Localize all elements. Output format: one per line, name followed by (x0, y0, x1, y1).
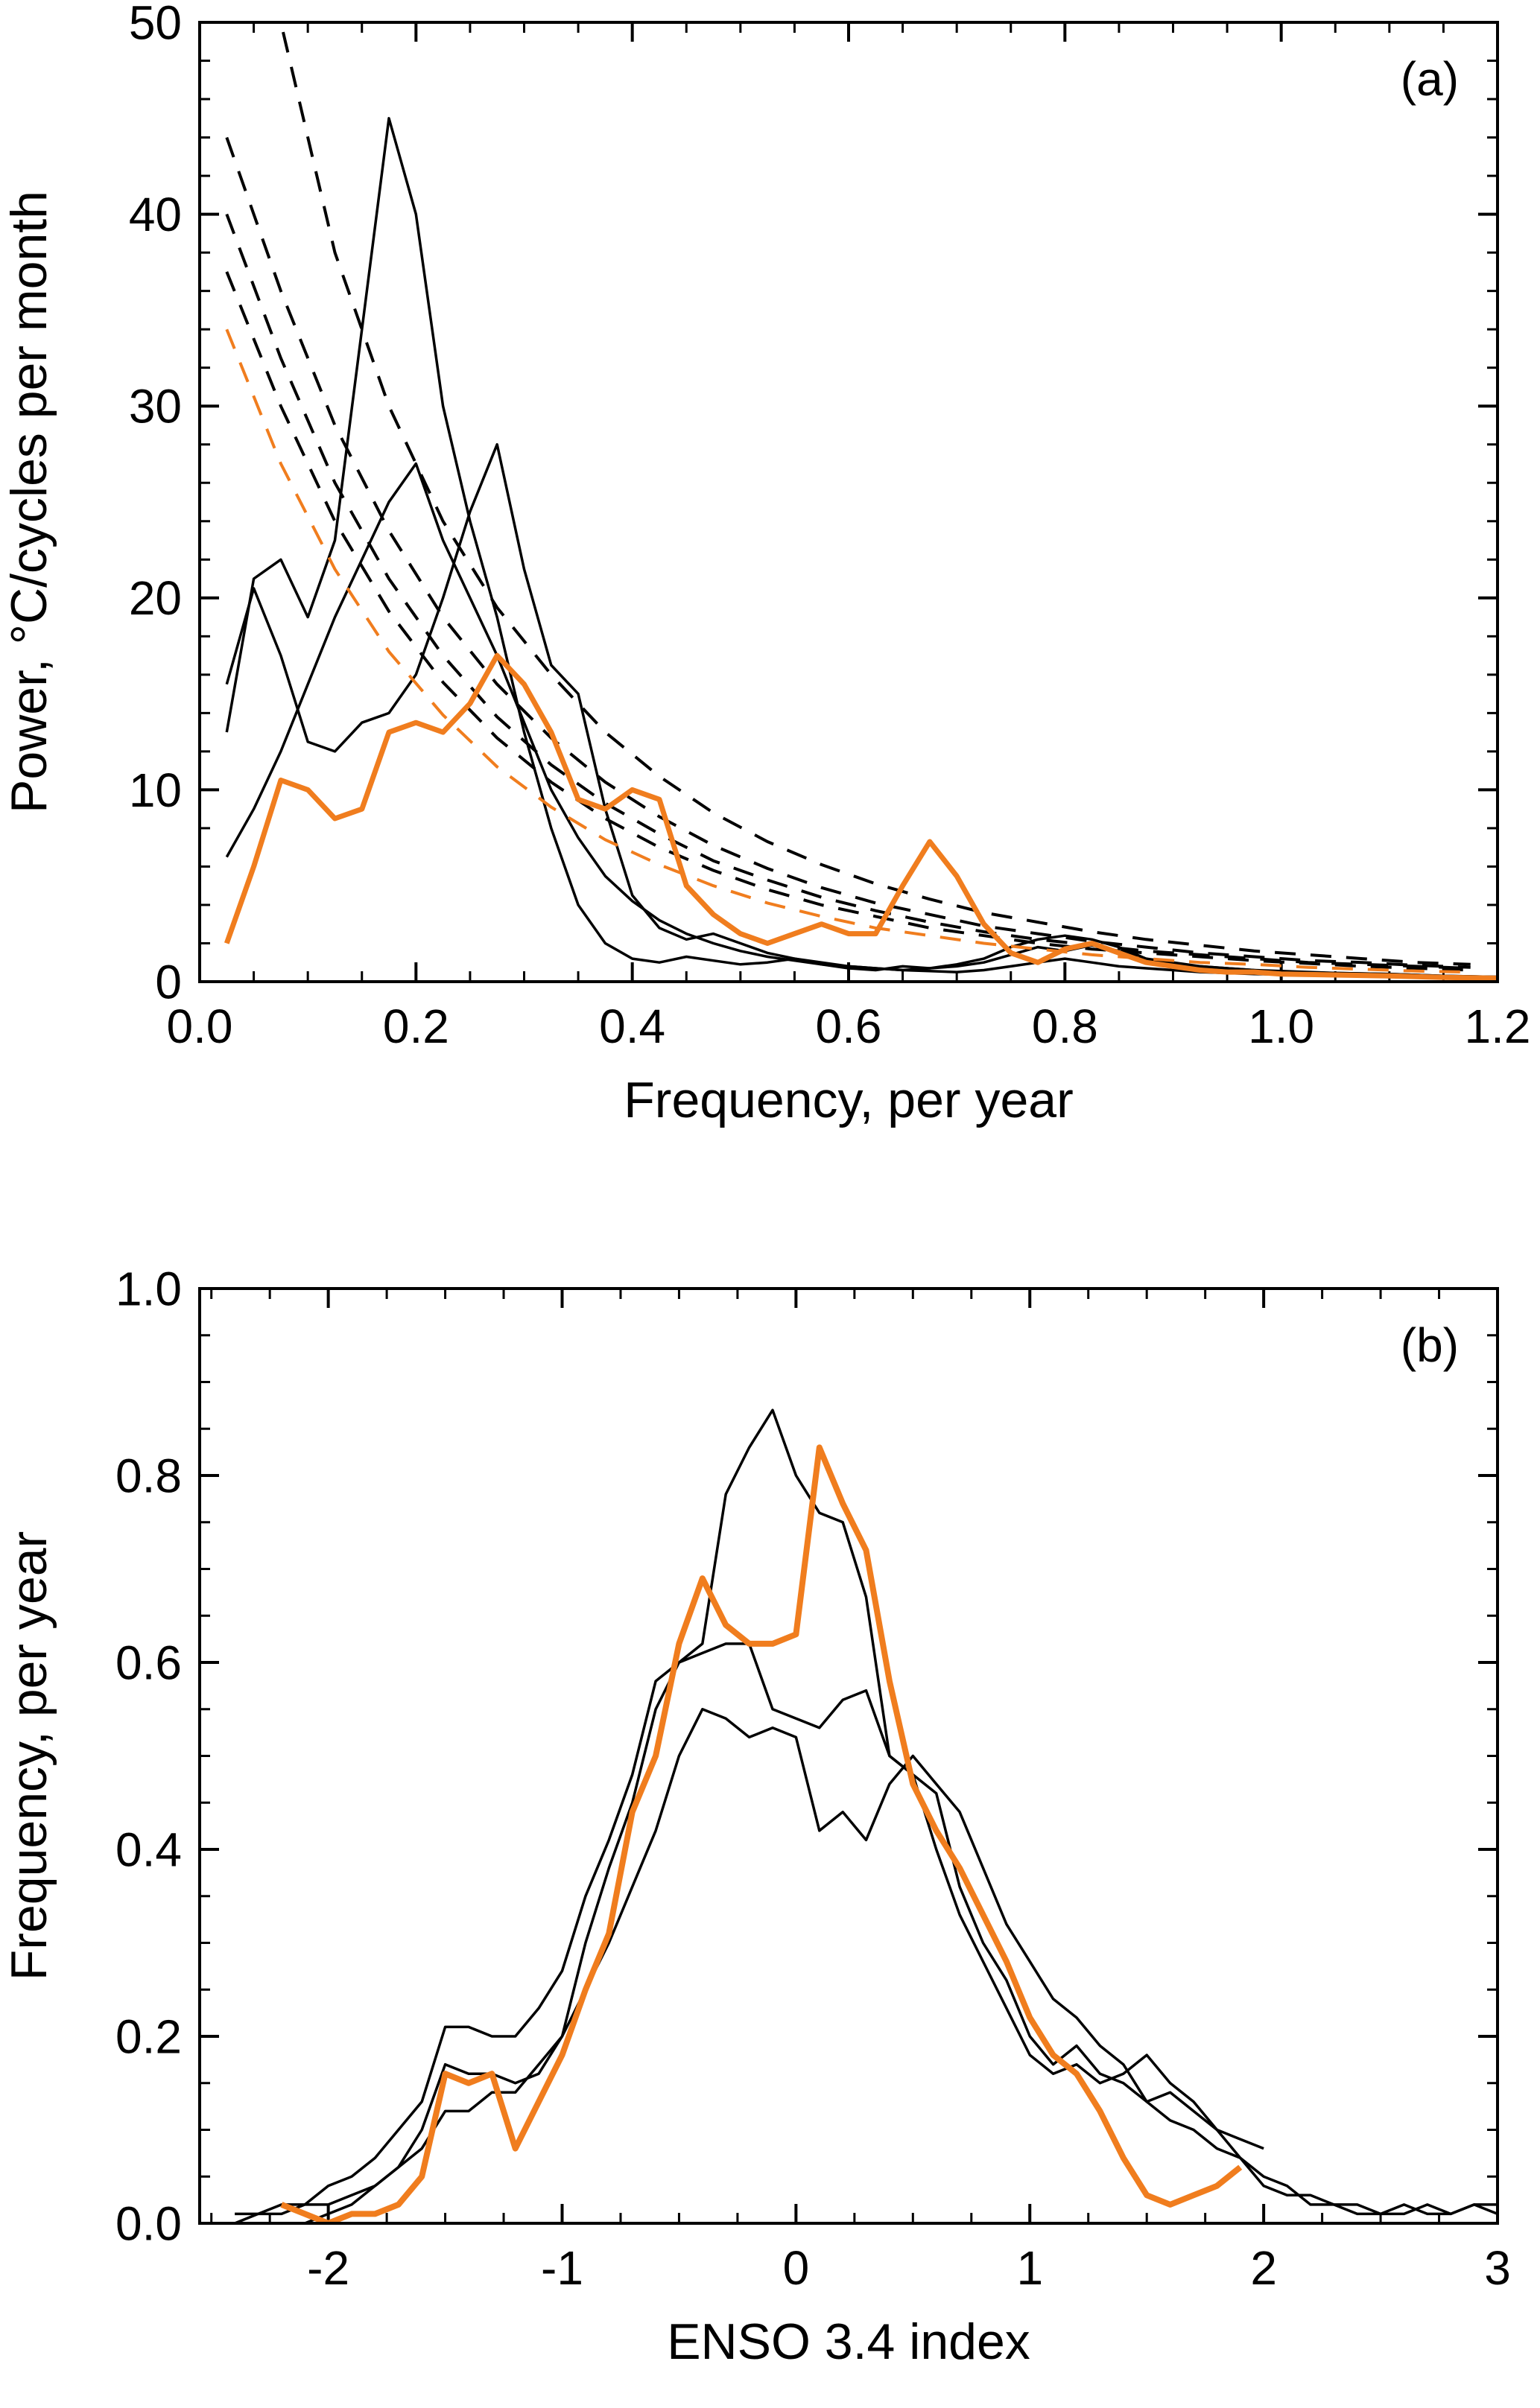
y-axis-label: Frequency, per year (1, 1531, 57, 1980)
x-tick-label: 1.0 (1248, 1000, 1314, 1053)
x-tick-label: 0.2 (383, 1000, 449, 1053)
y-tick-label: 0.2 (115, 2010, 182, 2063)
panel-label: (b) (1401, 1318, 1459, 1372)
y-tick-label: 30 (129, 380, 182, 433)
x-tick-label: 1 (1016, 2241, 1043, 2295)
series-black-pdf-1 (304, 1408, 1264, 2223)
series-orange-solid-spectrum (224, 652, 1498, 981)
series-black-pdf-2 (235, 1642, 1498, 2216)
axes-frame (198, 1287, 1499, 2225)
y-tick-label: 0.0 (115, 2196, 182, 2250)
series-black-pdf-3 (234, 1708, 1498, 2223)
series-orange-dashed-rednoise (225, 328, 1471, 974)
axes-frame (198, 21, 1499, 983)
panel-label: (a) (1401, 52, 1459, 106)
y-tick-label: 40 (129, 188, 182, 241)
y-axis-label: Power, °C/cycles per month (1, 191, 57, 813)
y-tick-label: 0.8 (115, 1449, 182, 1502)
panel-a: 0.0 0.2 0.4 0.6 0.8 1.0 1.2 0 10 20 30 40 50 Frequenc… (1, 0, 1530, 1128)
x-tick-label: 0 (783, 2241, 810, 2295)
series-black-dashed-rednoise-3 (225, 213, 1471, 970)
x-tick-label: 2 (1250, 2241, 1277, 2295)
x-tick-label: 0.6 (816, 1000, 882, 1053)
x-tick-label: -1 (541, 2241, 583, 2295)
y-tick-label: 20 (129, 571, 182, 625)
x-tick-label: 1.2 (1465, 1000, 1531, 1053)
y-tick-label: 0.6 (115, 1636, 182, 1689)
x-tick-label: -2 (307, 2241, 349, 2295)
x-tick-label: 0.8 (1032, 1000, 1098, 1053)
y-tick-label: 0.4 (115, 1823, 182, 1876)
y-tick-label: 50 (129, 0, 182, 49)
y-tick-label: 1.0 (115, 1262, 182, 1315)
series-group (224, 22, 1498, 981)
x-axis-label: ENSO 3.4 index (667, 2313, 1030, 2370)
axis-ticks (200, 1287, 1499, 2225)
x-tick-label: 3 (1484, 2241, 1511, 2295)
axis-ticks (198, 21, 1499, 983)
axis-minor-ticks (200, 1289, 1498, 2223)
axis-minor-ticks (200, 22, 1498, 982)
x-tick-label: 0.4 (599, 1000, 665, 1053)
series-black-dashed-rednoise-2 (225, 136, 1471, 969)
panel-b: -2 -1 0 1 2 3 0.0 0.2 0.4 0.6 0.8 1.0 ENSO 3.4 index… (1, 1262, 1511, 2370)
series-orange-pdf (280, 1444, 1243, 2223)
y-tick-label: 0 (155, 955, 182, 1008)
x-axis-label: Frequency, per year (624, 1072, 1073, 1128)
y-tick-label: 10 (129, 763, 182, 817)
series-group (234, 1408, 1498, 2223)
series-black-dashed-rednoise-1 (279, 22, 1471, 966)
series-black-solid-spectrum-1 (225, 117, 1498, 979)
x-tick-label: 0.0 (167, 1000, 233, 1053)
series-black-dashed-rednoise-4 (225, 271, 1471, 972)
